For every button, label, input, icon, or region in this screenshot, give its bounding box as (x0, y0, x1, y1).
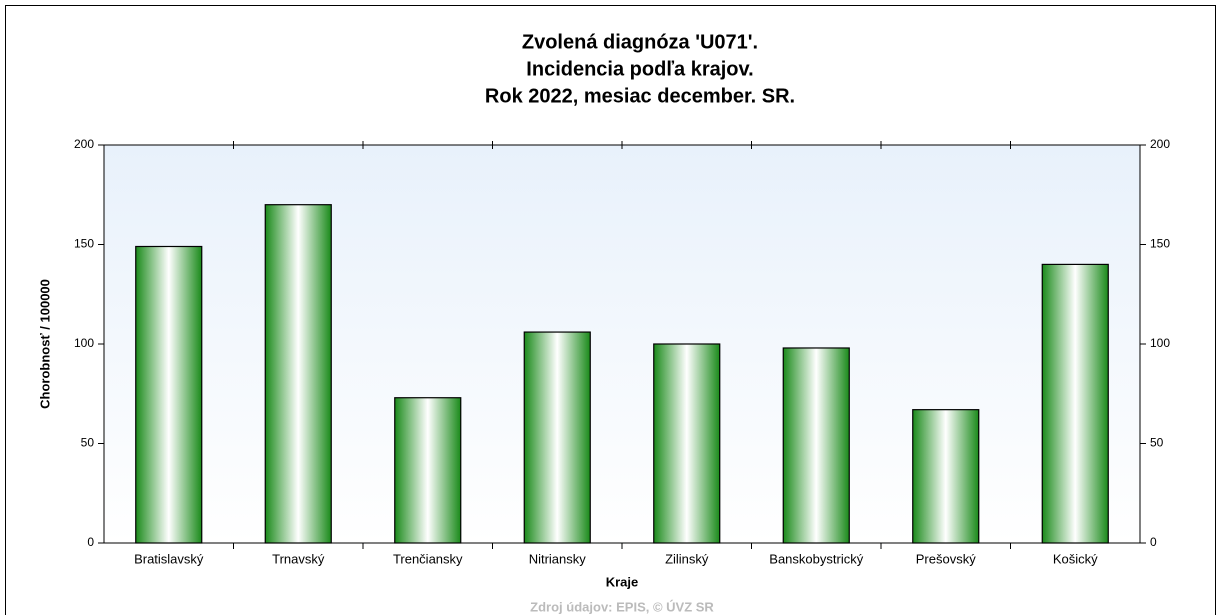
bar (1041, 263, 1109, 544)
bar (135, 245, 203, 544)
x-tick-label: Prešovský (916, 551, 976, 566)
y-tick-label: 200 (74, 137, 94, 151)
x-tick-label: Košický (1053, 551, 1098, 566)
y2-tick-label: 0 (1150, 535, 1157, 549)
source-note: Zdroj údajov: EPIS, © ÚVZ SR (530, 599, 714, 614)
bar (653, 343, 721, 544)
x-tick-label: Trenčiansky (393, 551, 463, 566)
bar (912, 409, 980, 544)
x-tick-label: Bratislavský (134, 551, 204, 566)
x-tick-label: Trnavský (272, 551, 325, 566)
chart-title: Rok 2022, mesiac december. SR. (485, 85, 795, 107)
y2-tick-label: 150 (1150, 237, 1170, 251)
x-axis-label: Kraje (606, 574, 639, 589)
y-tick-label: 0 (87, 535, 94, 549)
chart-title: Incidencia podľa krajov. (526, 58, 753, 80)
y-tick-label: 150 (74, 237, 94, 251)
y-axis-label: Chorobnosť / 100000 (37, 279, 52, 409)
x-tick-label: Nitriansky (529, 551, 587, 566)
y2-tick-label: 100 (1150, 336, 1170, 350)
bar (394, 397, 462, 544)
y-tick-label: 50 (81, 436, 95, 450)
y2-tick-label: 200 (1150, 137, 1170, 151)
y-tick-label: 100 (74, 336, 94, 350)
x-tick-label: Zilinský (665, 551, 709, 566)
plot-area (104, 145, 1140, 543)
x-tick-label: Banskobystrický (769, 551, 863, 566)
bar (782, 347, 850, 544)
y2-tick-label: 50 (1150, 436, 1164, 450)
bar (523, 331, 591, 544)
chart-title: Zvolená diagnóza 'U071'. (522, 31, 758, 53)
bar (264, 204, 332, 544)
